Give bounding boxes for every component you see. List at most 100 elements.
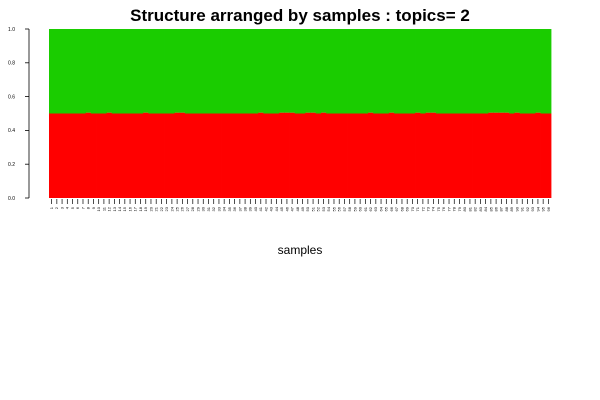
- bar-sample-12-topic-2: [106, 29, 113, 113]
- bar-sample-57-topic-2: [341, 29, 348, 114]
- x-tick-label: 12: [107, 206, 112, 211]
- bar-sample-71-topic-1: [415, 112, 421, 198]
- bar-sample-65-topic-1: [383, 113, 390, 198]
- x-tick-label: 81: [467, 206, 472, 211]
- x-tick-label: 16: [127, 206, 132, 211]
- bar-sample-75-topic-2: [435, 29, 442, 114]
- bar-sample-37-topic-2: [237, 29, 243, 114]
- bar-sample-32-topic-2: [211, 29, 217, 114]
- bar-sample-87-topic-2: [498, 29, 505, 113]
- bar-sample-27-topic-1: [184, 113, 191, 198]
- bar-sample-92-topic-1: [524, 113, 531, 198]
- bar-sample-59-topic-2: [352, 29, 358, 114]
- bar-sample-95-topic-2: [540, 29, 547, 114]
- bar-sample-60-topic-1: [357, 113, 364, 198]
- y-tick-label: 0.6: [8, 94, 15, 100]
- bar-sample-9-topic-2: [90, 29, 97, 114]
- x-tick-label: 95: [541, 206, 546, 211]
- bar-sample-10-topic-2: [96, 29, 102, 114]
- bar-sample-86-topic-2: [493, 29, 500, 113]
- x-tick-label: 35: [227, 206, 232, 211]
- bar-sample-29-topic-1: [195, 113, 202, 198]
- bar-sample-93-topic-1: [530, 113, 536, 198]
- y-axis: 0.0 0.2 0.4 0.6 0.8 1.0: [8, 27, 30, 202]
- bar-sample-58-topic-2: [347, 29, 353, 114]
- bar-sample-65-topic-2: [383, 29, 390, 114]
- bar-sample-53-topic-1: [320, 112, 327, 198]
- bar-sample-72-topic-2: [420, 29, 426, 114]
- x-tick-label: 91: [520, 206, 525, 211]
- x-tick-label: 4: [65, 206, 70, 209]
- x-axis: 1 2 3 4 5 6 7 8 9 10 11 12 13 14 15 16 17 18 19 20 21 22 23 24 2…: [49, 199, 551, 211]
- bar-sample-33-topic-2: [216, 29, 222, 114]
- bar-sample-93-topic-2: [530, 29, 536, 114]
- bar-sample-6-topic-1: [75, 113, 81, 198]
- bars-layer: [49, 29, 552, 198]
- x-tick-label: 62: [368, 206, 373, 211]
- bar-sample-85-topic-1: [488, 112, 494, 198]
- x-tick-label: 10: [96, 206, 101, 211]
- bar-sample-47-topic-1: [289, 112, 296, 198]
- x-tick-label: 42: [263, 206, 268, 211]
- x-tick-label: 44: [274, 206, 279, 211]
- bar-sample-7-topic-1: [80, 113, 87, 198]
- bar-sample-56-topic-2: [336, 29, 343, 114]
- bar-sample-61-topic-2: [362, 29, 369, 114]
- x-tick-label: 6: [75, 206, 80, 209]
- bar-sample-22-topic-1: [158, 113, 165, 198]
- bar-sample-15-topic-1: [122, 113, 128, 198]
- bar-sample-21-topic-1: [153, 113, 160, 198]
- bar-sample-62-topic-2: [367, 29, 374, 113]
- bar-sample-25-topic-1: [174, 112, 181, 198]
- bar-sample-35-topic-1: [226, 113, 233, 198]
- bar-sample-68-topic-1: [399, 113, 405, 198]
- bar-sample-63-topic-1: [373, 113, 379, 198]
- x-tick-label: 66: [389, 206, 394, 211]
- bar-sample-12-topic-1: [106, 112, 113, 198]
- bar-sample-20-topic-2: [148, 29, 154, 114]
- bar-sample-68-topic-2: [399, 29, 405, 114]
- bar-sample-90-topic-2: [514, 29, 521, 113]
- x-tick-label: 1: [49, 206, 54, 209]
- bar-sample-58-topic-1: [347, 113, 353, 198]
- bar-sample-70-topic-2: [409, 29, 416, 114]
- bar-sample-10-topic-1: [96, 113, 102, 198]
- bar-sample-71-topic-2: [415, 29, 421, 113]
- x-tick-label: 89: [509, 206, 514, 211]
- bar-sample-86-topic-1: [493, 112, 500, 198]
- bar-sample-39-topic-2: [247, 29, 254, 114]
- x-tick-label: 92: [525, 206, 530, 211]
- bar-sample-42-topic-1: [263, 113, 270, 198]
- x-tick-label: 34: [222, 206, 227, 211]
- x-tick-label: 30: [201, 206, 206, 211]
- x-tick-label: 40: [253, 206, 258, 211]
- bar-sample-18-topic-2: [137, 29, 144, 114]
- x-tick-label: 49: [300, 206, 305, 211]
- bar-sample-85-topic-2: [488, 29, 494, 113]
- x-tick-label: 50: [305, 206, 310, 211]
- bar-sample-27-topic-2: [184, 29, 191, 114]
- bar-sample-6-topic-2: [75, 29, 81, 114]
- x-tick-label: 22: [159, 206, 164, 211]
- bar-sample-43-topic-2: [268, 29, 275, 114]
- x-tick-label: 68: [399, 206, 404, 211]
- bar-sample-34-topic-1: [221, 113, 228, 198]
- bar-sample-40-topic-1: [252, 113, 259, 198]
- x-tick-label: 52: [316, 206, 321, 211]
- bar-sample-62-topic-1: [367, 112, 374, 198]
- bar-sample-77-topic-2: [446, 29, 453, 114]
- bar-sample-36-topic-2: [232, 29, 238, 114]
- bar-sample-17-topic-2: [132, 29, 139, 114]
- bar-sample-79-topic-1: [456, 113, 463, 198]
- bar-sample-73-topic-1: [425, 112, 432, 198]
- bar-sample-9-topic-1: [90, 113, 97, 198]
- bar-sample-30-topic-1: [200, 113, 207, 198]
- bar-sample-46-topic-2: [284, 29, 290, 113]
- bar-sample-5-topic-1: [69, 113, 76, 198]
- bar-sample-70-topic-1: [409, 113, 416, 198]
- x-tick-label: 64: [378, 206, 383, 211]
- bar-sample-96-topic-1: [545, 113, 552, 198]
- x-tick-label: 46: [284, 206, 289, 211]
- bar-sample-82-topic-2: [472, 29, 479, 114]
- bar-sample-23-topic-1: [164, 113, 170, 198]
